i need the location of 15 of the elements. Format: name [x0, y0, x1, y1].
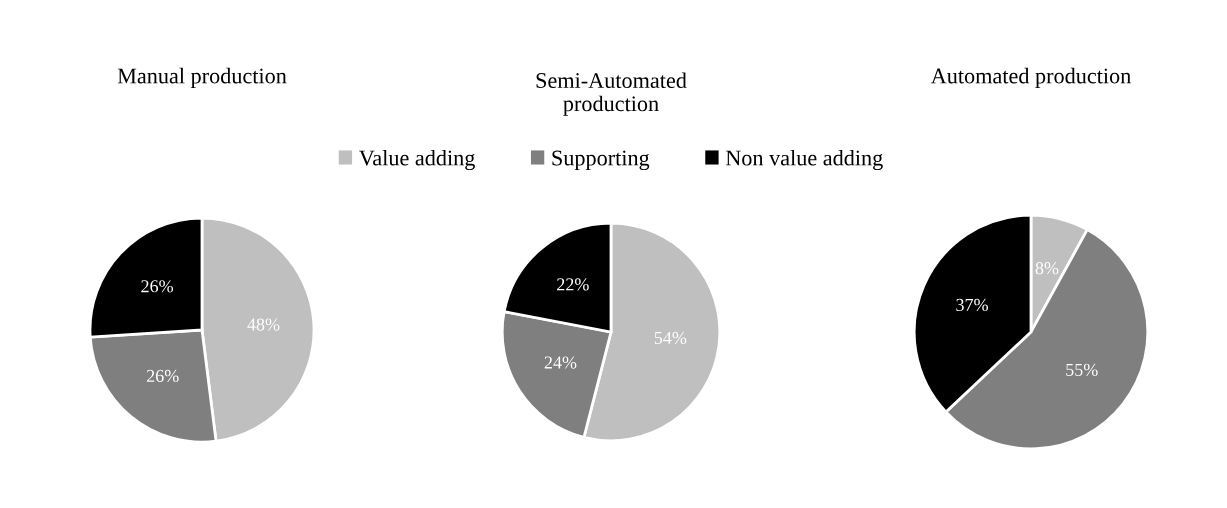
data-label: 26%	[141, 280, 174, 293]
data-label: 24%	[544, 356, 577, 369]
legend-label: Supporting	[552, 150, 650, 171]
data-label: 8%	[1035, 262, 1059, 275]
legend-label: Value adding	[359, 149, 475, 171]
chart-title: Manual production	[117, 67, 287, 88]
chart-title: Semi-Automated production	[536, 72, 687, 116]
data-label: 48%	[247, 318, 280, 331]
data-label: 54%	[654, 331, 687, 345]
chart-title: Automated production	[930, 67, 1131, 88]
data-label: 22%	[557, 278, 589, 291]
data-label: 37%	[956, 298, 988, 312]
data-label: 26%	[146, 369, 179, 383]
legend-label: Non value adding	[725, 149, 883, 171]
data-label: 55%	[1066, 363, 1098, 376]
